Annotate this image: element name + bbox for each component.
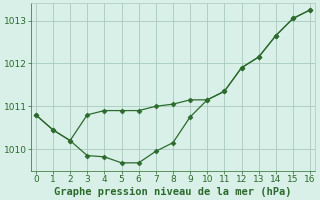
X-axis label: Graphe pression niveau de la mer (hPa): Graphe pression niveau de la mer (hPa)	[54, 186, 292, 197]
